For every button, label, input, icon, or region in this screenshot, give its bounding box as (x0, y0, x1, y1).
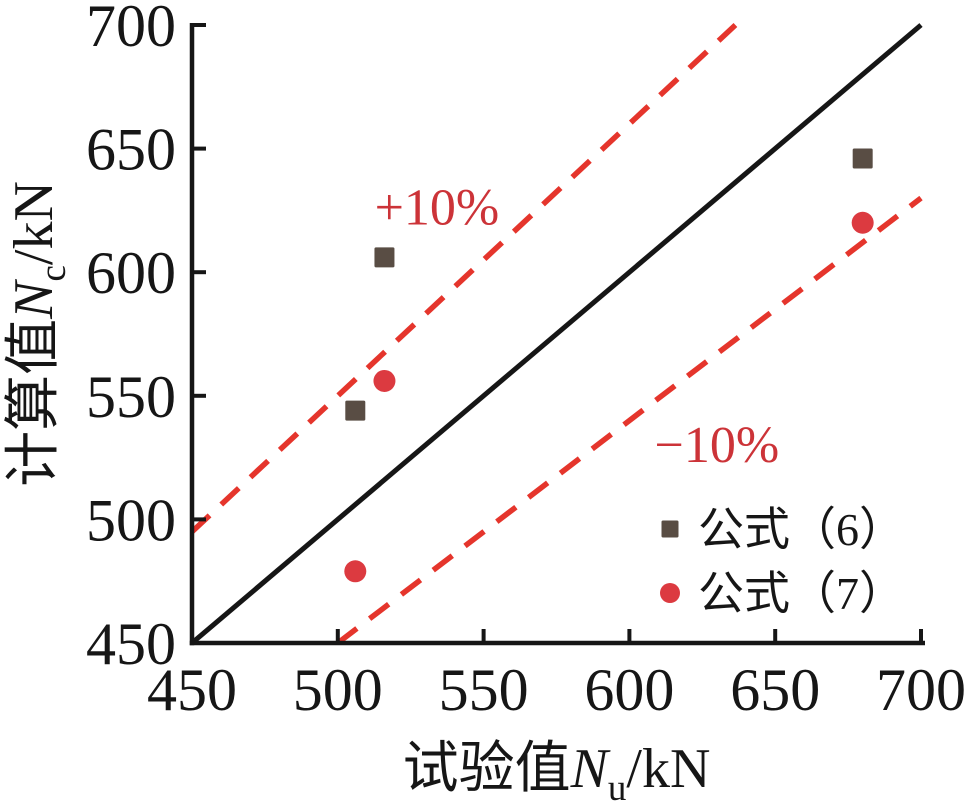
x-tick-label: 650 (730, 657, 820, 723)
data-point-series-1 (345, 400, 366, 421)
identity-line (190, 23, 923, 645)
annotation-plus-10-label: +10% (375, 179, 500, 236)
y-axis-label: 计算值Nc/kN (3, 181, 74, 487)
legend-marker-circle (660, 583, 680, 603)
data-point-series-2 (373, 369, 396, 392)
legend-marker-square (661, 520, 679, 538)
y-tick-label: 500 (86, 487, 176, 553)
x-tick-label: 500 (293, 657, 383, 723)
data-point-series-2 (851, 211, 874, 234)
legend-label: 公式（6） (698, 504, 905, 555)
plus-10-percent-line (190, 22, 738, 534)
legend-label: 公式（7） (698, 568, 905, 619)
x-tick-label: 550 (439, 657, 529, 723)
x-tick-label: 700 (876, 657, 966, 723)
x-tick-label: 600 (584, 657, 674, 723)
y-tick-label: 550 (86, 364, 176, 430)
minus-10-percent-line (336, 195, 923, 646)
data-point-series-2 (344, 560, 367, 583)
annotation-minus-10-label: −10% (655, 417, 780, 474)
y-tick-label: 700 (86, 0, 176, 59)
x-tick-label: 450 (147, 657, 237, 723)
data-point-series-1 (374, 247, 395, 268)
x-axis-label: 试验值Nu/kN (403, 738, 711, 803)
y-tick-label: 650 (86, 117, 176, 183)
y-tick-label: 450 (86, 611, 176, 677)
y-tick-label: 600 (86, 240, 176, 306)
data-point-series-1 (852, 148, 873, 169)
